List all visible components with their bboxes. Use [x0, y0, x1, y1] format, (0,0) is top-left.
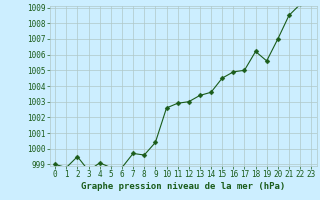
X-axis label: Graphe pression niveau de la mer (hPa): Graphe pression niveau de la mer (hPa) [81, 182, 285, 191]
